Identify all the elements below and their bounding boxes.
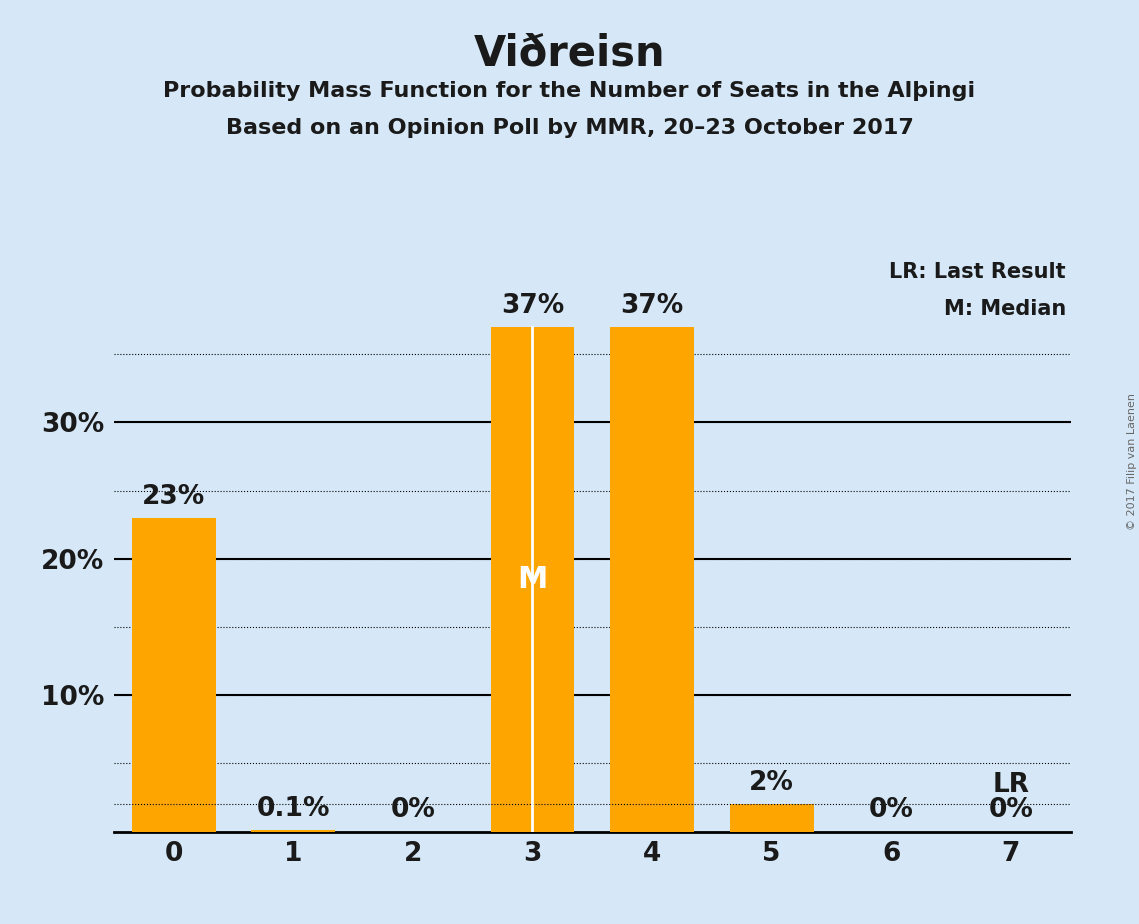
Text: 23%: 23% (142, 483, 205, 510)
Text: M: Median: M: Median (943, 298, 1066, 319)
Bar (611, 327, 694, 832)
Text: LR: LR (992, 772, 1030, 797)
Text: 37%: 37% (621, 293, 683, 319)
Text: 0%: 0% (869, 797, 913, 823)
Text: LR: Last Result: LR: Last Result (890, 261, 1066, 282)
Bar (132, 517, 215, 832)
Text: 37%: 37% (501, 293, 564, 319)
Bar (730, 804, 813, 832)
Text: 2%: 2% (749, 770, 794, 796)
Text: 0%: 0% (989, 797, 1033, 823)
Text: Based on an Opinion Poll by MMR, 20–23 October 2017: Based on an Opinion Poll by MMR, 20–23 O… (226, 118, 913, 139)
Text: 0.1%: 0.1% (256, 796, 330, 822)
Bar (252, 831, 335, 832)
Text: M: M (517, 565, 548, 594)
Text: © 2017 Filip van Laenen: © 2017 Filip van Laenen (1126, 394, 1137, 530)
Text: Viðreisn: Viðreisn (474, 32, 665, 74)
Text: 0%: 0% (391, 797, 435, 823)
Bar (491, 327, 574, 832)
Text: Probability Mass Function for the Number of Seats in the Alþingi: Probability Mass Function for the Number… (163, 81, 976, 102)
